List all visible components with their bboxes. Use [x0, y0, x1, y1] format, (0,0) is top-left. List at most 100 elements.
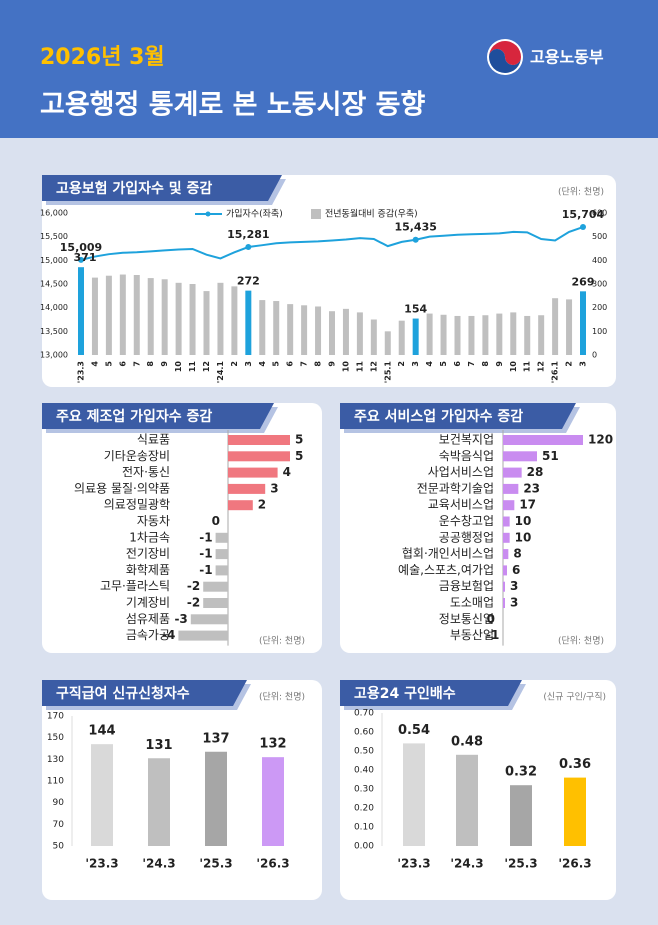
legend-marker — [205, 211, 211, 217]
panel — [42, 175, 616, 387]
category-label: 기타운송장비 — [104, 449, 170, 463]
value-label: 0 — [487, 612, 495, 626]
x-tick-label: '26.3 — [256, 857, 289, 871]
line-point — [580, 224, 586, 231]
bar — [356, 312, 363, 355]
x-tick-label: 2 — [397, 361, 406, 367]
x-tick-label: 5 — [439, 361, 448, 367]
category-label: 공공행정업 — [439, 529, 494, 544]
bar — [503, 500, 515, 511]
bar — [178, 630, 228, 641]
value-label: 0.36 — [559, 757, 591, 772]
section-title: 구직급여 신규신청자수 — [56, 685, 190, 702]
legend-swatch — [311, 209, 321, 219]
section-title: 고용보험 가입자수 및 증감 — [56, 180, 212, 197]
x-tick-label: 3 — [411, 361, 420, 367]
category-label: 기계장비 — [126, 596, 170, 610]
section-title: 주요 서비스업 가입자수 증감 — [354, 408, 523, 425]
bar — [205, 751, 227, 846]
bar — [503, 451, 537, 462]
bar — [412, 318, 419, 355]
x-tick-label: 10 — [509, 361, 518, 373]
bar — [329, 311, 335, 355]
x-tick-label: 8 — [481, 361, 490, 367]
bar — [384, 331, 391, 355]
unit-label: (단위: 천명) — [558, 187, 604, 198]
x-tick-label: 7 — [467, 361, 476, 367]
bar — [510, 312, 517, 355]
value-label: -3 — [174, 612, 187, 626]
y2-tick-label: 200 — [592, 303, 607, 312]
header-date: 2026년 3월 — [40, 45, 165, 70]
legend-label: 가입자수(좌축) — [226, 208, 283, 220]
category-label: 도소매업 — [450, 596, 494, 610]
bar — [503, 565, 507, 576]
value-label: 0.54 — [398, 723, 430, 738]
x-tick-label: 4 — [258, 361, 267, 367]
bar — [454, 315, 461, 355]
value-label: -1 — [199, 530, 212, 544]
value-label: 0 — [212, 514, 220, 528]
bar — [228, 451, 290, 462]
bar — [440, 314, 447, 355]
y-tick-label: 170 — [47, 712, 64, 722]
bar — [203, 581, 228, 592]
bar — [482, 315, 489, 355]
unit-label: (단위: 천명) — [259, 692, 305, 703]
category-label: 운수창고업 — [439, 514, 494, 528]
category-label: 금융보험업 — [439, 579, 494, 593]
value-label: 8 — [513, 547, 521, 561]
bar — [456, 754, 478, 846]
category-label: 전문과학기술업 — [417, 481, 494, 495]
category-label: 사업서비스업 — [428, 465, 494, 479]
bar — [105, 275, 112, 355]
bar — [215, 532, 228, 543]
y-tick-label: 14,000 — [40, 303, 68, 312]
value-label: 137 — [202, 731, 229, 746]
bar — [524, 315, 531, 355]
bar — [552, 298, 559, 355]
value-label: -1 — [486, 628, 499, 642]
value-label: -1 — [199, 563, 212, 577]
bar — [287, 304, 294, 355]
line — [80, 226, 584, 261]
y-tick-label: 14,500 — [40, 280, 68, 289]
x-tick-label: 9 — [328, 361, 337, 367]
unit-label: (단위: 천명) — [259, 636, 305, 647]
tab — [42, 175, 282, 201]
value-label: 144 — [88, 724, 115, 739]
bar — [503, 467, 522, 478]
bar — [203, 598, 228, 608]
tab — [42, 403, 274, 429]
value-label: 10 — [515, 514, 532, 528]
x-tick-label: '24.3 — [142, 857, 175, 871]
y-tick-label: 50 — [53, 842, 65, 852]
logo-text: 고용노동부 — [530, 48, 604, 67]
y2-tick-label: 100 — [592, 327, 607, 336]
y-tick-label: 0.70 — [354, 709, 374, 719]
bar — [370, 319, 377, 355]
category-label: 전기장비 — [126, 547, 170, 561]
y-tick-label: 15,500 — [40, 232, 68, 241]
y-tick-label: 0.10 — [354, 823, 374, 833]
x-tick-label: 7 — [132, 361, 141, 367]
value-label: -1 — [199, 547, 212, 561]
bar — [245, 290, 252, 355]
value-label: 3 — [510, 596, 518, 610]
bar — [91, 277, 98, 355]
value-label: 10 — [515, 530, 532, 544]
x-tick-label: 5 — [104, 361, 113, 367]
bar — [161, 279, 168, 355]
y2-tick-label: 0 — [592, 351, 597, 360]
bar — [496, 313, 503, 355]
value-label: 3 — [510, 579, 518, 593]
y2-tick-label: 400 — [592, 256, 607, 265]
x-tick-label: 10 — [341, 361, 350, 373]
x-tick-label: '23.3 — [77, 361, 86, 383]
value-label: 28 — [527, 465, 544, 479]
bar — [228, 467, 278, 478]
value-label: 17 — [519, 498, 536, 512]
value-label: 2 — [258, 498, 266, 512]
